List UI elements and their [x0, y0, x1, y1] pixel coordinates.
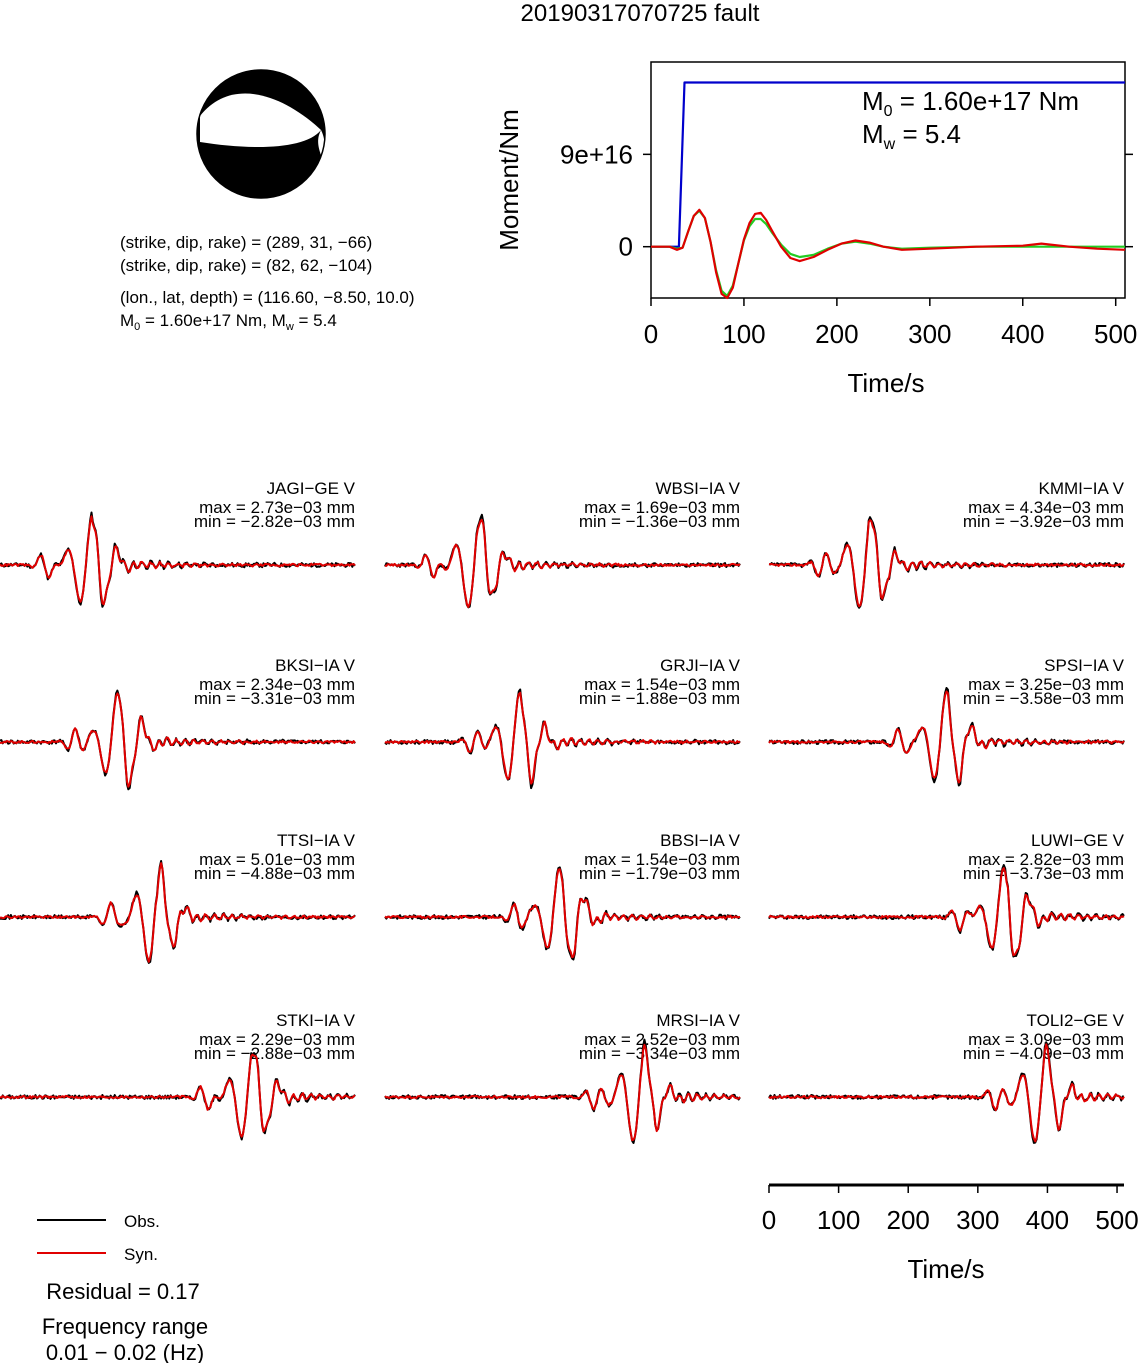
station-name: LUWI−GE V	[1031, 831, 1125, 850]
nodal-plane-1-text: (strike, dip, rake) = (289, 31, −66)	[120, 233, 372, 252]
station-max: max = 1.69e−03 mm	[584, 498, 740, 517]
waveform-xlabel: Time/s	[907, 1254, 984, 1284]
station-max: max = 2.82e−03 mm	[968, 850, 1124, 869]
waveform-xtick-label: 400	[1026, 1205, 1069, 1235]
station-min: min = −3.73e−03 mm	[963, 864, 1124, 883]
frequency-values: 0.01 − 0.02 (Hz)	[46, 1340, 204, 1363]
waveform-syn	[768, 690, 1125, 784]
legend: Obs. Syn.	[37, 1212, 160, 1264]
figure-title: 20190317070725 fault	[521, 0, 760, 27]
waveform-syn	[0, 862, 356, 963]
station-name: SPSI−IA V	[1044, 656, 1125, 675]
station-max: max = 1.54e−03 mm	[584, 675, 740, 694]
residual-text: Residual = 0.17	[46, 1279, 200, 1304]
station-name: TTSI−IA V	[277, 831, 356, 850]
moment-xtick-label: 400	[1001, 319, 1044, 349]
moment-series-2	[651, 208, 1126, 300]
moment-xtick-label: 200	[815, 319, 858, 349]
moment-xtick-label: 500	[1094, 319, 1137, 349]
moment-ylabel: Moment/Nm	[494, 109, 524, 251]
waveform-syn	[384, 691, 741, 785]
station-max: max = 1.54e−03 mm	[584, 850, 740, 869]
station-min: min = −1.79e−03 mm	[579, 864, 740, 883]
station-name: GRJI−IA V	[660, 656, 740, 675]
station-name: STKI−IA V	[276, 1011, 356, 1030]
station-min: min = −3.31e−03 mm	[194, 689, 355, 708]
moment-ytick-label: 9e+16	[560, 139, 633, 169]
waveform-xtick-label: 300	[956, 1205, 999, 1235]
station-name: MRSI−IA V	[656, 1011, 740, 1030]
waveform-xtick-label: 0	[762, 1205, 776, 1235]
waveform-xtick-label: 100	[817, 1205, 860, 1235]
moment-xtick-label: 0	[644, 319, 658, 349]
station-name: BBSI−IA V	[660, 831, 741, 850]
waveform-syn	[0, 1053, 356, 1138]
moment-xtick-label: 100	[722, 319, 765, 349]
moment-xtick-label: 300	[908, 319, 951, 349]
waveform-xtick-label: 500	[1095, 1205, 1138, 1235]
waveform-syn	[384, 868, 741, 959]
nodal-plane-2-text: (strike, dip, rake) = (82, 62, −104)	[120, 256, 372, 275]
station-max: max = 2.73e−03 mm	[199, 498, 355, 517]
station-min: min = −2.88e−03 mm	[194, 1044, 355, 1063]
waveform-syn	[0, 692, 356, 788]
waveform-time-axis: Time/s 0 100 200 300 400 500	[762, 1183, 1139, 1284]
station-max: max = 3.09e−03 mm	[968, 1030, 1124, 1049]
station-max: max = 5.01e−03 mm	[199, 850, 355, 869]
location-text: (lon., lat, depth) = (116.60, −8.50, 10.…	[120, 288, 415, 307]
moment-annotation-mw: Mw = 5.4	[862, 119, 961, 153]
station-max: max = 2.29e−03 mm	[199, 1030, 355, 1049]
station-name: WBSI−IA V	[655, 479, 740, 498]
station-min: min = −4.88e−03 mm	[194, 864, 355, 883]
moment-plot: Moment/Nm Time/s M0 = 1.60e+17 Nm Mw = 5…	[494, 61, 1137, 398]
station-min: min = −3.58e−03 mm	[963, 689, 1124, 708]
legend-obs-label: Obs.	[124, 1212, 160, 1231]
moment-magnitude-text: M0 = 1.60e+17 Nm, Mw = 5.4	[120, 311, 337, 333]
moment-annotation-m0: M0 = 1.60e+17 Nm	[862, 86, 1079, 120]
station-min: min = −1.36e−03 mm	[579, 512, 740, 531]
frequency-label: Frequency range	[42, 1314, 208, 1339]
station-max: max = 2.34e−03 mm	[199, 675, 355, 694]
moment-series-1	[651, 209, 1125, 297]
waveform-obs	[768, 687, 1125, 787]
station-min: min = −3.34e−03 mm	[579, 1044, 740, 1063]
moment-ytick-label: 0	[619, 232, 633, 262]
station-min: min = −1.88e−03 mm	[579, 689, 740, 708]
waveform-syn	[768, 1043, 1125, 1143]
beachball-icon	[196, 69, 326, 199]
waveform-syn	[768, 519, 1125, 608]
station-name: JAGI−GE V	[267, 479, 356, 498]
station-max: max = 3.25e−03 mm	[968, 675, 1124, 694]
station-name: KMMI−IA V	[1039, 479, 1125, 498]
moment-xlabel: Time/s	[847, 368, 924, 398]
waveform-xtick-label: 200	[887, 1205, 930, 1235]
station-name: TOLI2−GE V	[1027, 1011, 1125, 1030]
moment-plot-frame	[650, 61, 1126, 299]
station-name: BKSI−IA V	[275, 656, 356, 675]
waveform-syn	[768, 867, 1125, 957]
station-min: min = −2.82e−03 mm	[194, 512, 355, 531]
waveform-syn	[384, 1043, 741, 1142]
station-max: max = 2.52e−03 mm	[584, 1030, 740, 1049]
station-min: min = −3.92e−03 mm	[963, 512, 1124, 531]
waveform-syn	[384, 518, 741, 608]
legend-syn-label: Syn.	[124, 1245, 158, 1264]
waveform-syn	[0, 515, 356, 606]
station-max: max = 4.34e−03 mm	[968, 498, 1124, 517]
